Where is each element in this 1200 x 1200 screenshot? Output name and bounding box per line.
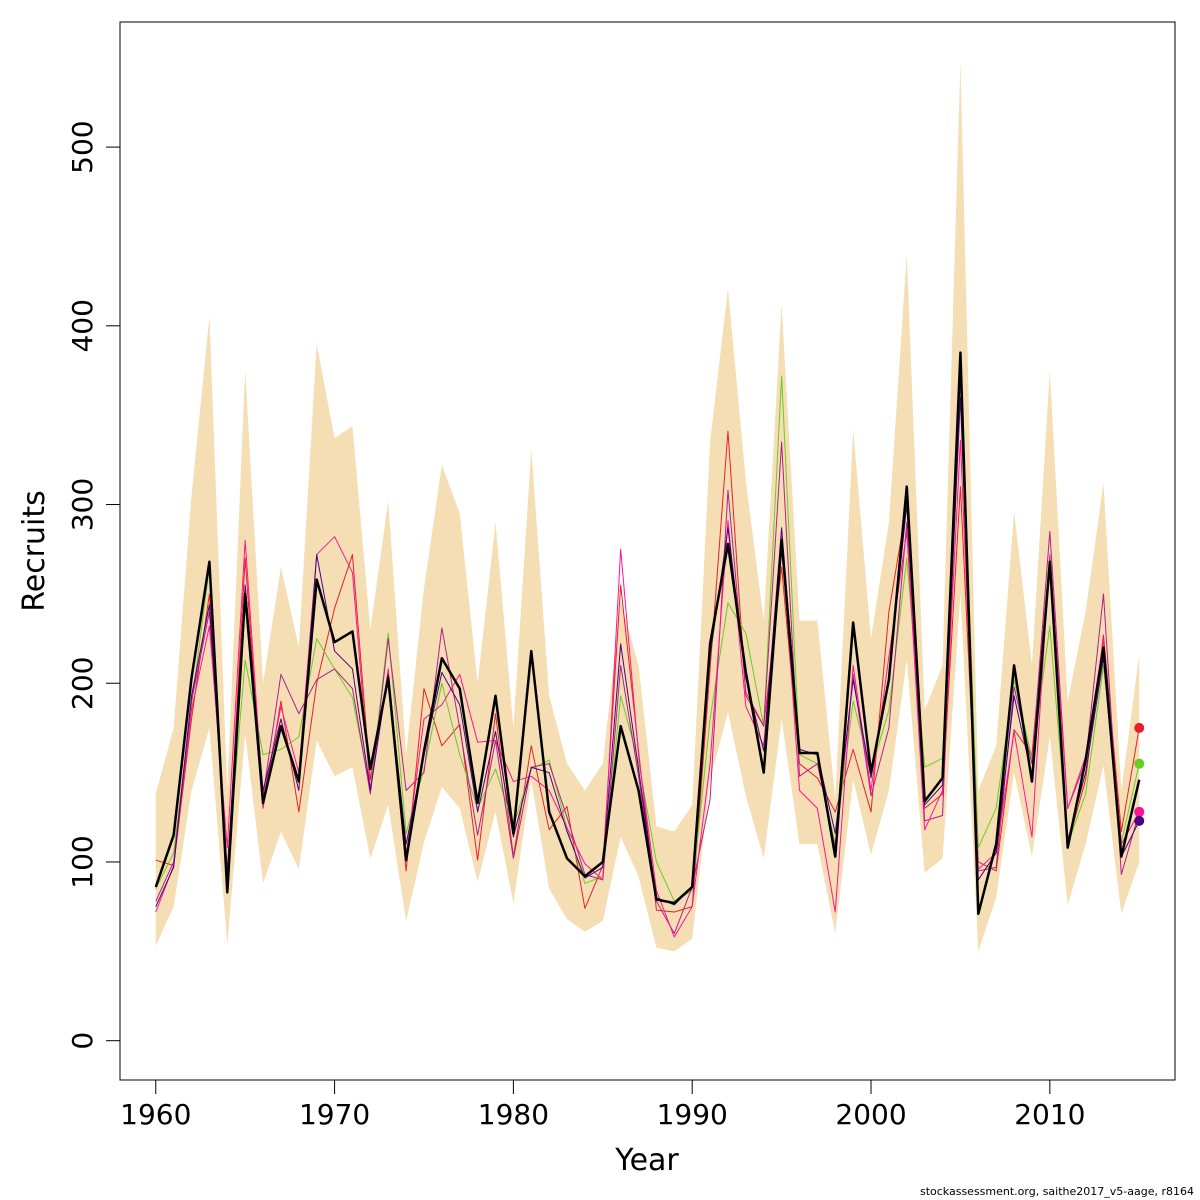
footer-credit: stockassessment.org, saithe2017_v5-aage,… <box>920 1185 1194 1198</box>
series-layer <box>154 351 1141 938</box>
y-tick-label: 200 <box>66 657 99 710</box>
x-tick-label: 2000 <box>835 1098 906 1131</box>
y-axis: 0 100 200 300 400 500 <box>66 120 121 1050</box>
x-tick-label: 1990 <box>657 1098 728 1131</box>
x-axis: 1960 1970 1980 1990 2000 2010 <box>120 1079 1085 1131</box>
y-tick-label: 0 <box>66 1032 99 1050</box>
x-tick-label: 1970 <box>299 1098 370 1131</box>
endpoint-retro-4 <box>1134 806 1145 817</box>
endpoint-retro-2 <box>1134 758 1145 769</box>
x-tick-label: 1960 <box>120 1098 191 1131</box>
y-tick-label: 400 <box>66 299 99 352</box>
x-axis-title: Year <box>614 1143 679 1178</box>
series-line-retro-2 <box>155 361 1140 902</box>
endpoint-retro-1 <box>1134 722 1145 733</box>
series-line-base <box>154 351 1141 916</box>
endpoint-retro-5 <box>1134 815 1145 826</box>
x-tick-label: 2010 <box>1014 1098 1085 1131</box>
y-tick-label: 100 <box>66 835 99 888</box>
y-tick-label: 300 <box>66 478 99 531</box>
y-tick-label: 500 <box>66 120 99 173</box>
x-tick-label: 1980 <box>478 1098 549 1131</box>
endpoint-markers <box>1134 722 1145 826</box>
confidence-band-layer <box>155 61 1140 952</box>
y-axis-title: Recruits <box>17 490 52 612</box>
confidence-band <box>155 61 1140 952</box>
